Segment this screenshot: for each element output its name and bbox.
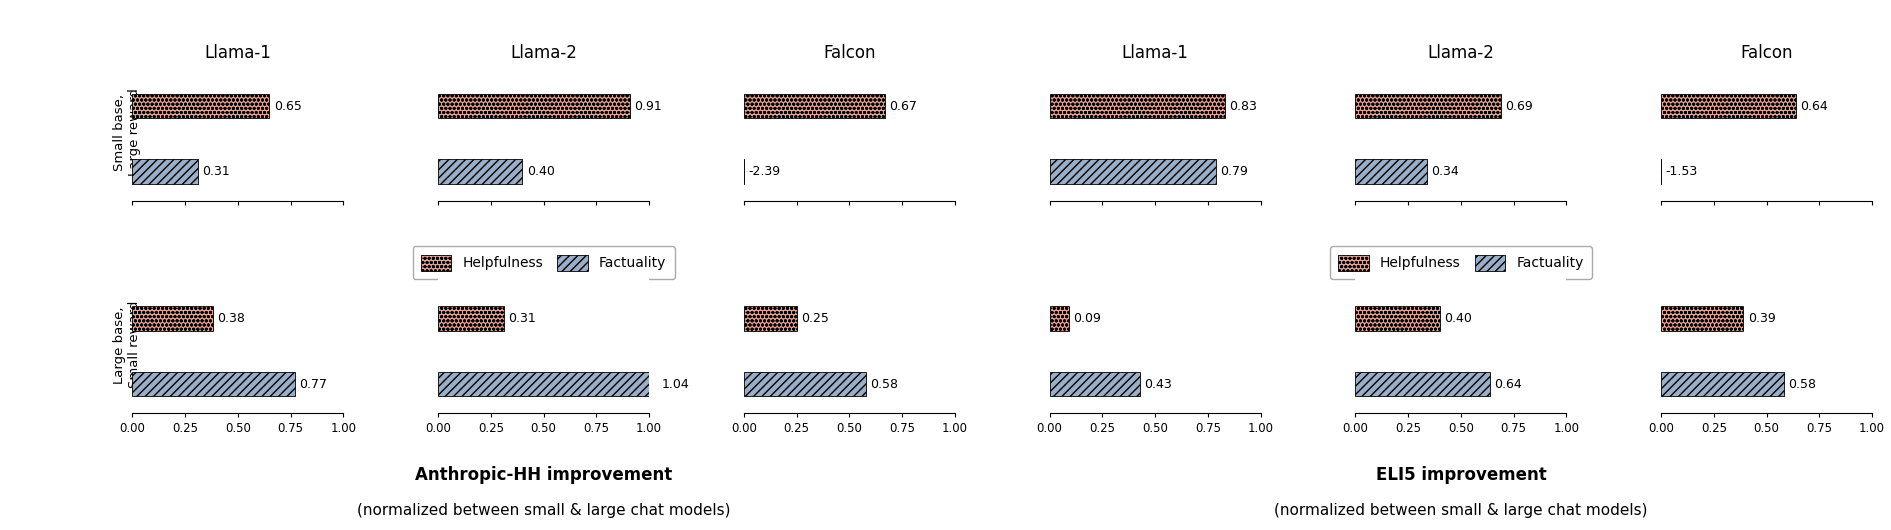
Text: 0.09: 0.09 — [1072, 312, 1101, 325]
Text: 0.43: 0.43 — [1144, 377, 1172, 391]
Text: -2.39: -2.39 — [749, 165, 781, 178]
Bar — [1050, 94, 1225, 119]
Bar — [1339, 159, 1660, 184]
Text: 0.83: 0.83 — [1229, 100, 1258, 112]
Text: 0.38: 0.38 — [217, 312, 244, 325]
Bar — [132, 306, 212, 331]
Text: 0.40: 0.40 — [528, 165, 554, 178]
Bar — [132, 372, 295, 396]
Text: (normalized between small & large chat models): (normalized between small & large chat m… — [1275, 504, 1647, 518]
Text: 0.64: 0.64 — [1494, 377, 1522, 391]
Text: (normalized between small & large chat models): (normalized between small & large chat m… — [357, 504, 730, 518]
Text: 0.40: 0.40 — [1445, 312, 1471, 325]
Text: 0.79: 0.79 — [1220, 165, 1248, 178]
Bar — [439, 306, 503, 331]
Bar — [743, 94, 885, 119]
Text: 0.77: 0.77 — [299, 377, 327, 391]
Bar — [743, 306, 796, 331]
Bar — [132, 94, 269, 119]
Legend: Helpfulness, Factuality: Helpfulness, Factuality — [1329, 246, 1592, 279]
Bar — [1050, 306, 1068, 331]
Text: 0.67: 0.67 — [889, 100, 917, 112]
Bar — [240, 159, 743, 184]
Text: 0.64: 0.64 — [1800, 100, 1829, 112]
Text: 0.69: 0.69 — [1505, 100, 1534, 112]
Text: -1.53: -1.53 — [1666, 165, 1698, 178]
Bar — [1660, 306, 1744, 331]
Text: 0.91: 0.91 — [633, 100, 662, 112]
Bar — [1050, 372, 1140, 396]
Text: 0.31: 0.31 — [202, 165, 229, 178]
Text: Anthropic-HH improvement: Anthropic-HH improvement — [414, 466, 671, 484]
Bar — [439, 159, 522, 184]
Bar — [1660, 372, 1783, 396]
Legend: Helpfulness, Factuality: Helpfulness, Factuality — [412, 246, 675, 279]
Bar — [1660, 94, 1796, 119]
Bar — [1356, 306, 1439, 331]
Bar — [1356, 94, 1501, 119]
Text: ELI5 improvement: ELI5 improvement — [1375, 466, 1547, 484]
Bar — [439, 372, 658, 396]
Text: 0.58: 0.58 — [870, 377, 898, 391]
Text: 0.58: 0.58 — [1787, 377, 1815, 391]
Text: 0.65: 0.65 — [274, 100, 301, 112]
Bar — [1356, 159, 1428, 184]
Text: 0.34: 0.34 — [1431, 165, 1460, 178]
Bar — [1356, 372, 1490, 396]
Title: Llama-1: Llama-1 — [1121, 44, 1189, 62]
Title: Llama-2: Llama-2 — [511, 44, 577, 62]
Y-axis label: Large base,
Small reward: Large base, Small reward — [113, 301, 140, 388]
Bar — [743, 372, 866, 396]
Text: 0.25: 0.25 — [802, 312, 828, 325]
Text: 0.31: 0.31 — [507, 312, 535, 325]
Text: 0.39: 0.39 — [1747, 312, 1776, 325]
Text: 1.04: 1.04 — [662, 377, 690, 391]
Title: Falcon: Falcon — [823, 44, 876, 62]
Title: Llama-2: Llama-2 — [1428, 44, 1494, 62]
Title: Llama-1: Llama-1 — [204, 44, 270, 62]
Bar — [439, 94, 630, 119]
Y-axis label: Small base,
Large reward: Small base, Large reward — [113, 89, 140, 176]
Bar — [1050, 159, 1216, 184]
Bar — [132, 159, 199, 184]
Title: Falcon: Falcon — [1740, 44, 1793, 62]
